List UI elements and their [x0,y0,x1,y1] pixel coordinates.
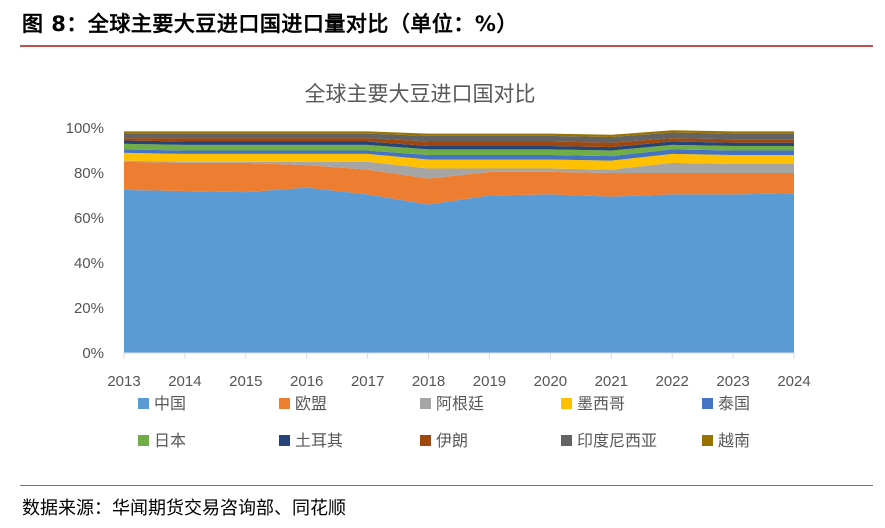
y-tick-label: 100% [66,120,104,137]
x-tick-label: 2024 [777,373,810,390]
legend-swatch [138,398,149,409]
legend-swatch [279,435,290,446]
legend-label: 欧盟 [295,394,327,413]
area-series-6 [124,143,794,157]
data-source: 数据来源：华闻期货交易咨询部、同花顺 [22,498,346,519]
y-tick-label: 60% [74,210,104,227]
legend-label: 中国 [154,394,186,413]
legend-label: 墨西哥 [577,394,625,413]
x-tick-label: 2020 [534,373,567,390]
area-series-2 [124,161,794,205]
area-series-8 [124,138,794,148]
legend-label: 越南 [718,431,750,450]
area-series-7 [124,140,794,151]
legend-swatch [138,435,149,446]
series-areas [124,130,794,353]
legend-label: 阿根廷 [436,394,484,413]
x-tick-label: 2013 [107,373,140,390]
x-tick-label: 2017 [351,373,384,390]
x-tick-label: 2023 [716,373,749,390]
legend-swatch [561,435,572,446]
x-tick-label: 2018 [412,373,445,390]
x-tick-label: 2016 [290,373,323,390]
area-series-3 [124,160,794,179]
legend-swatch [420,398,431,409]
y-tick-label: 0% [82,345,104,362]
legend-label: 伊朗 [436,431,468,450]
x-tick-label: 2021 [595,373,628,390]
legend-label: 土耳其 [295,431,343,450]
figure-title: 图 8：全球主要大豆进口国进口量对比（单位：%） [22,12,518,36]
area-series-1 [124,187,794,353]
area-series-4 [124,152,794,170]
legend-swatch [702,435,713,446]
legend-swatch [279,398,290,409]
legend-swatch [561,398,572,409]
chart-title: 全球主要大豆进口国对比 [305,82,536,106]
y-tick-label: 20% [74,300,104,317]
legend-label: 泰国 [718,394,750,413]
y-tick-label: 80% [74,165,104,182]
top-divider [20,45,873,47]
area-chart: 全球主要大豆进口国对比 0%20%40%60%80%100% 2013 2014 2… [66,82,811,450]
legend-label: 日本 [154,431,186,450]
y-tick-label: 40% [74,255,104,272]
x-tick-label: 2015 [229,373,262,390]
y-axis: 0% 20% 40% 60% 80% 100% [66,120,104,362]
legend-swatch [702,398,713,409]
area-series-10 [124,130,794,137]
x-tick-label: 2019 [473,373,506,390]
x-axis-line [123,352,795,359]
area-series-9 [124,132,794,143]
legend-swatch [420,435,431,446]
x-tick-label: 2014 [168,373,201,390]
x-axis: 2013 2014 2015 2016 2017 2018 2019 2020 2021 2022… [107,373,810,390]
x-tick-label: 2022 [655,373,688,390]
legend-label: 印度尼西亚 [577,431,657,450]
bottom-divider [20,485,873,486]
